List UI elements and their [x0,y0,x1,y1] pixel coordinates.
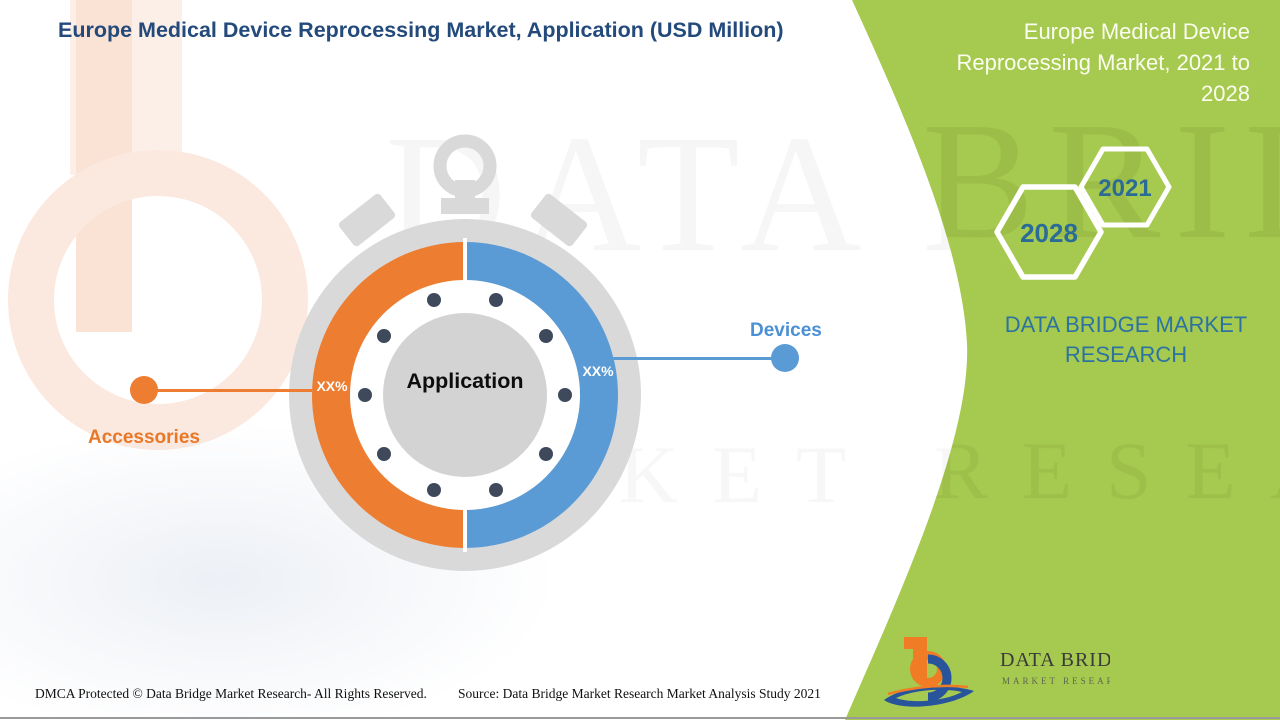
source-note: Source: Data Bridge Market Research Mark… [458,686,821,701]
hexagon-2021-year: 2021 [1098,175,1151,202]
bottom-edge-line [0,717,1280,719]
side-panel-title: Europe Medical Device Reprocessing Marke… [956,19,1251,106]
devices-callout-line [609,357,773,360]
segment-accessories [312,242,465,548]
green-panel-shape [845,0,1280,720]
segment-divider-top [463,238,467,284]
stopwatch-crown-bar [441,198,489,214]
hexagon-2021 [1078,146,1172,228]
year-hexagons: 2021 2028 [994,146,1172,280]
hexagon-2028-year: 2028 [1020,218,1078,248]
logo-d-bowl [927,654,952,702]
stopwatch-right-button [530,193,588,247]
segment-devices [465,242,618,548]
logo-orange-underline [887,684,969,696]
chart-center-label: Application [406,369,523,393]
accessories-callout-dot [130,376,158,404]
page-title: Europe Medical Device Reprocessing Marke… [58,18,784,42]
devices-label: Devices [750,320,822,341]
clock-dots [358,293,572,497]
devices-callout-dot [771,344,799,372]
accessories-label: Accessories [88,427,200,448]
devices-value-label: XX% [582,363,614,379]
stopwatch-left-button [338,193,396,247]
stopwatch-donut-chart: XX% XX% Application [289,134,641,571]
accessories-callout-line [156,389,312,392]
dmca-notice: DMCA Protected © Data Bridge Market Rese… [35,686,427,701]
logo-name: DATA BRIDGE [1000,649,1110,671]
logo-subtitle: MARKET RESEARCH [1002,676,1110,686]
hexagon-2028 [994,184,1104,280]
accessories-value-label: XX% [316,378,348,394]
center-circle [383,313,547,477]
side-panel-brand: DATA BRIDGE MARKET RESEARCH [1004,312,1248,367]
segment-divider-bottom [463,506,467,552]
databridge-logo: DATA BRIDGE MARKET RESEARCH [884,637,1110,707]
